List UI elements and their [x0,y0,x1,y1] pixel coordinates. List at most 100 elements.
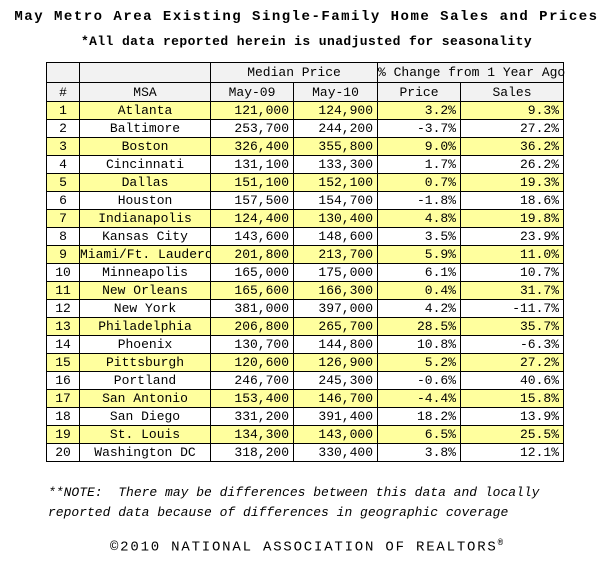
column-header-price: Price [377,82,461,102]
price-change-cell: 9.0% [377,137,461,156]
median-price-may10-cell: 124,900 [293,101,378,120]
price-change-cell: 18.2% [377,407,461,426]
price-change-cell: 4.2% [377,299,461,318]
sales-change-cell: 40.6% [459,371,565,390]
median-price-may10-cell: 146,700 [293,389,378,408]
table-row: 17 San Antonio 153,400 146,700 -4.4% 15.… [46,389,565,408]
sales-change-cell: 10.7% [459,263,565,282]
price-change-cell: 6.1% [377,263,461,282]
footnote: **NOTE: There may be differences between… [48,483,613,523]
table-row: 18 San Diego 331,200 391,400 18.2% 13.9% [46,407,565,426]
table-row: 13 Philadelphia 206,800 265,700 28.5% 35… [46,317,565,336]
row-number-cell: 13 [46,317,80,336]
sales-change-cell: 13.9% [459,407,565,426]
row-number-cell: 19 [46,425,80,444]
row-number-cell: 7 [46,209,80,228]
row-number-cell: 12 [46,299,80,318]
row-number-cell: 16 [46,371,80,390]
row-number-cell: 4 [46,155,80,174]
table-row: 4 Cincinnati 131,100 133,300 1.7% 26.2% [46,155,565,174]
median-price-may09-cell: 318,200 [210,443,294,462]
median-price-may09-cell: 246,700 [210,371,294,390]
row-number-cell: 9 [46,245,80,264]
msa-name-cell: New Orleans [79,281,211,300]
median-price-group-header: Median Price [210,62,378,83]
pct-change-group-header: % Change from 1 Year Ago [376,62,565,83]
registered-trademark-icon: ® [497,538,504,548]
row-number-cell: 5 [46,173,80,192]
column-header-msa: MSA [79,82,211,102]
msa-name-cell: Indianapolis [79,209,211,228]
table-body: 1 Atlanta 121,000 124,900 3.2% 9.3% 2 Ba… [46,101,565,462]
msa-name-cell: Boston [79,137,211,156]
median-price-may10-cell: 130,400 [293,209,378,228]
msa-name-cell: Dallas [79,173,211,192]
msa-name-cell: Miami/Ft. Lauderdale [79,245,211,264]
sales-change-cell: 27.2% [459,353,565,372]
msa-name-cell: Atlanta [79,101,211,120]
median-price-may10-cell: 355,800 [293,137,378,156]
column-header-row: # MSA May-09 May-10 Price Sales [46,82,565,102]
median-price-may10-cell: 126,900 [293,353,378,372]
table-row: 8 Kansas City 143,600 148,600 3.5% 23.9% [46,227,565,246]
median-price-may10-cell: 265,700 [293,317,378,336]
table-row: 6 Houston 157,500 154,700 -1.8% 18.6% [46,191,565,210]
median-price-may10-cell: 330,400 [293,443,378,462]
empty-header-cell [46,62,80,83]
median-price-may10-cell: 244,200 [293,119,378,138]
msa-name-cell: Phoenix [79,335,211,354]
median-price-may10-cell: 245,300 [293,371,378,390]
column-header-sales: Sales [459,82,565,102]
column-header-number: # [46,82,80,102]
page-title: May Metro Area Existing Single-Family Ho… [14,9,599,25]
median-price-may10-cell: 143,000 [293,425,378,444]
price-change-cell: 6.5% [377,425,461,444]
median-price-may09-cell: 253,700 [210,119,294,138]
price-change-cell: 4.8% [377,209,461,228]
sales-change-cell: -6.3% [459,335,565,354]
median-price-may09-cell: 331,200 [210,407,294,426]
msa-name-cell: New York [79,299,211,318]
row-number-cell: 6 [46,191,80,210]
table-row: 14 Phoenix 130,700 144,800 10.8% -6.3% [46,335,565,354]
table-row: 3 Boston 326,400 355,800 9.0% 36.2% [46,137,565,156]
median-price-may09-cell: 201,800 [210,245,294,264]
price-change-cell: 1.7% [377,155,461,174]
msa-name-cell: San Diego [79,407,211,426]
table-row: 7 Indianapolis 124,400 130,400 4.8% 19.8… [46,209,565,228]
sales-change-cell: 31.7% [459,281,565,300]
row-number-cell: 14 [46,335,80,354]
row-number-cell: 3 [46,137,80,156]
row-number-cell: 10 [46,263,80,282]
row-number-cell: 17 [46,389,80,408]
median-price-may09-cell: 165,000 [210,263,294,282]
row-number-cell: 8 [46,227,80,246]
median-price-may09-cell: 130,700 [210,335,294,354]
median-price-may09-cell: 165,600 [210,281,294,300]
row-number-cell: 15 [46,353,80,372]
median-price-may09-cell: 151,100 [210,173,294,192]
sales-change-cell: 11.0% [459,245,565,264]
sales-change-cell: 15.8% [459,389,565,408]
price-change-cell: 28.5% [377,317,461,336]
row-number-cell: 11 [46,281,80,300]
table-row: 2 Baltimore 253,700 244,200 -3.7% 27.2% [46,119,565,138]
table-row: 15 Pittsburgh 120,600 126,900 5.2% 27.2% [46,353,565,372]
median-price-may09-cell: 157,500 [210,191,294,210]
median-price-may09-cell: 124,400 [210,209,294,228]
median-price-may09-cell: 153,400 [210,389,294,408]
empty-header-cell [79,62,211,83]
sales-change-cell: 9.3% [459,101,565,120]
price-change-cell: -1.8% [377,191,461,210]
sales-change-cell: 23.9% [459,227,565,246]
price-change-cell: -3.7% [377,119,461,138]
median-price-may09-cell: 131,100 [210,155,294,174]
sales-change-cell: 19.8% [459,209,565,228]
copyright-line: ©2010 NATIONAL ASSOCIATION OF REALTORS® [0,538,613,556]
median-price-may10-cell: 152,100 [293,173,378,192]
median-price-may09-cell: 121,000 [210,101,294,120]
column-header-may10: May-10 [293,82,378,102]
price-change-cell: 10.8% [377,335,461,354]
median-price-may10-cell: 213,700 [293,245,378,264]
msa-name-cell: Cincinnati [79,155,211,174]
